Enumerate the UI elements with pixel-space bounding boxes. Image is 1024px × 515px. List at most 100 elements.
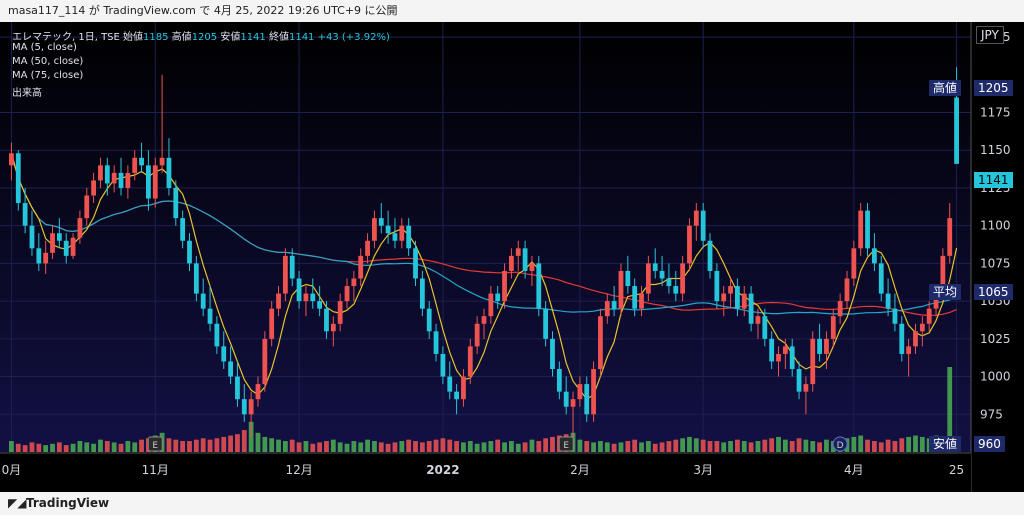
volume-bar: [495, 439, 501, 452]
volume-bar: [550, 436, 555, 452]
volume-bar: [235, 434, 240, 452]
price-tick-label: 1025: [980, 332, 1011, 346]
volume-bar: [755, 441, 761, 452]
candle-body: [508, 255, 514, 271]
candle-body: [919, 323, 925, 332]
candle-body: [159, 157, 165, 166]
candle-body: [940, 255, 946, 294]
volume-bar: [193, 439, 199, 452]
volume-bar: [221, 436, 227, 452]
candle-body: [255, 384, 261, 400]
candle-body: [563, 391, 569, 407]
candlesticks: [9, 67, 959, 437]
volume-bar: [324, 441, 329, 452]
currency-label[interactable]: JPY: [976, 26, 1004, 44]
open-label: 始値: [123, 32, 144, 43]
time-tick-label: 2月: [570, 463, 590, 477]
candle-body: [851, 248, 857, 279]
candle-body: [769, 338, 775, 362]
volume-bar: [399, 441, 405, 452]
tradingview-brand-text: TradingView: [26, 496, 110, 510]
volume-bar: [741, 441, 747, 452]
volume-bar: [666, 441, 672, 452]
candle-body: [282, 255, 288, 294]
time-axis-labels: 0月 11月 12月 2022 2月 3月 4月 25: [2, 463, 965, 477]
volume-bar: [892, 441, 898, 452]
volume-bar: [317, 442, 323, 452]
price-tick-label: 1075: [980, 256, 1011, 270]
volume-bar: [577, 439, 583, 452]
volume-bar: [358, 442, 364, 452]
volume-bar: [365, 439, 370, 452]
volume-bar: [248, 421, 254, 452]
volume-bar: [625, 441, 631, 452]
volume-bar: [447, 439, 453, 452]
candle-body: [36, 248, 42, 264]
chart-canvas[interactable]: EED 975100010251050107511001125115011751…: [0, 22, 1024, 492]
volume-bar: [228, 435, 233, 452]
candle-body: [700, 210, 706, 241]
time-tick-label: 0月: [2, 463, 22, 477]
candle-body: [570, 399, 576, 407]
volume-bar: [735, 439, 740, 452]
volume-bar: [289, 439, 295, 452]
volume-bar: [56, 442, 62, 452]
candle-body: [413, 248, 418, 279]
event-marker-label: E: [152, 441, 158, 451]
candle-body: [673, 286, 679, 294]
time-axis-panel[interactable]: [0, 452, 971, 492]
volume-bar: [255, 432, 261, 452]
candle-body: [378, 218, 384, 226]
volume-bar: [9, 441, 14, 452]
volume-bar: [63, 445, 69, 452]
candle-body: [365, 240, 370, 256]
candle-body: [810, 338, 816, 385]
volume-bar: [529, 439, 535, 452]
candle-body: [865, 210, 870, 249]
time-tick-label: 25: [949, 463, 964, 477]
publish-header: masa117_114 が TradingView.com で 4月 25, 2…: [0, 0, 1024, 22]
volume-bar: [913, 435, 918, 452]
volume-bar: [50, 443, 55, 452]
volume-bar: [851, 436, 857, 452]
volume-bar: [125, 441, 131, 452]
volume-bar: [474, 443, 480, 452]
candle-body: [755, 316, 761, 324]
price-chart[interactable]: EED 975100010251050107511001125115011751…: [0, 22, 1024, 492]
legend-ma50[interactable]: MA (50, close): [12, 56, 84, 67]
candle-body: [467, 346, 473, 377]
candle-body: [104, 165, 110, 184]
volume-bar: [139, 439, 144, 452]
candle-body: [687, 225, 692, 264]
time-tick-label: 4月: [844, 463, 864, 477]
candle-body: [844, 278, 850, 302]
volume-bar: [214, 438, 220, 452]
candle-body: [440, 353, 446, 377]
volume-bar: [515, 443, 521, 452]
price-axis-panel[interactable]: [971, 22, 1024, 492]
symbol-label: エレマテック, 1日, TSE: [12, 32, 120, 43]
legend-ma5[interactable]: MA (5, close): [12, 42, 77, 53]
candle-body: [118, 172, 124, 188]
volume-bar: [303, 441, 309, 452]
legend-ma75[interactable]: MA (75, close): [12, 70, 84, 81]
legend-volume[interactable]: 出来高: [12, 88, 42, 99]
tradingview-icon: ◤◢: [8, 496, 27, 510]
volume-bar: [865, 439, 870, 452]
time-tick-label: 2022: [426, 463, 459, 477]
volume-bar: [111, 442, 117, 452]
candle-body: [358, 255, 364, 279]
candle-body: [830, 316, 836, 339]
candle-body: [748, 293, 754, 324]
candle-body: [899, 323, 905, 354]
candle-body: [707, 240, 713, 271]
candle-body: [906, 346, 912, 354]
tradingview-logo[interactable]: ◤◢TradingView: [8, 496, 109, 510]
volume-bar: [91, 443, 97, 452]
candle-body: [296, 278, 302, 302]
volume-bar: [584, 441, 590, 452]
candle-body: [241, 399, 247, 415]
volume-bar: [707, 441, 713, 452]
volume-bar: [906, 436, 912, 452]
